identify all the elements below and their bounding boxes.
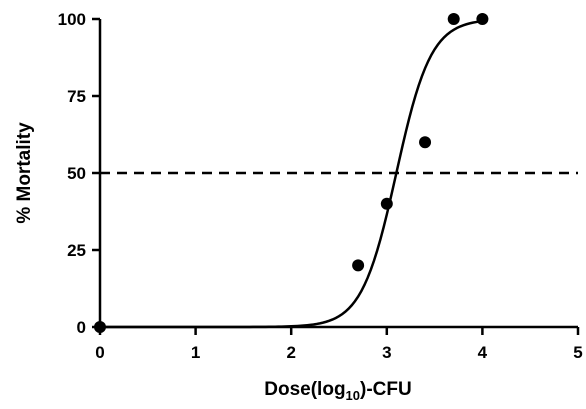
data-point-3 [419,136,432,149]
data-point-1 [352,259,365,272]
data-point-4 [447,13,460,25]
fit-curve [100,19,483,329]
x-tick-label-2: 2 [286,343,295,362]
x-tick-label-5: 5 [573,343,582,362]
y-tick-label-1: 25 [67,241,86,260]
y-tick-label-2: 50 [67,164,86,183]
x-axis-title: Dose(log10)-CFU [264,379,411,403]
x-axis-title-subscript: 10 [346,388,360,403]
data-points [94,13,489,333]
y-tick-label-4: 100 [58,10,86,29]
fit-curve-group [100,19,483,329]
y-tick-label-0: 0 [77,318,86,337]
data-point-5 [476,13,489,25]
x-tick-label-4: 4 [478,343,488,362]
x-tick-label-0: 0 [95,343,104,362]
x-tick-label-3: 3 [382,343,391,362]
data-point-0 [94,321,106,333]
data-point-2 [380,197,393,210]
x-tick-label-1: 1 [191,343,200,362]
y-tick-label-3: 75 [67,87,86,106]
y-axis-title: % Mortality [14,122,35,224]
